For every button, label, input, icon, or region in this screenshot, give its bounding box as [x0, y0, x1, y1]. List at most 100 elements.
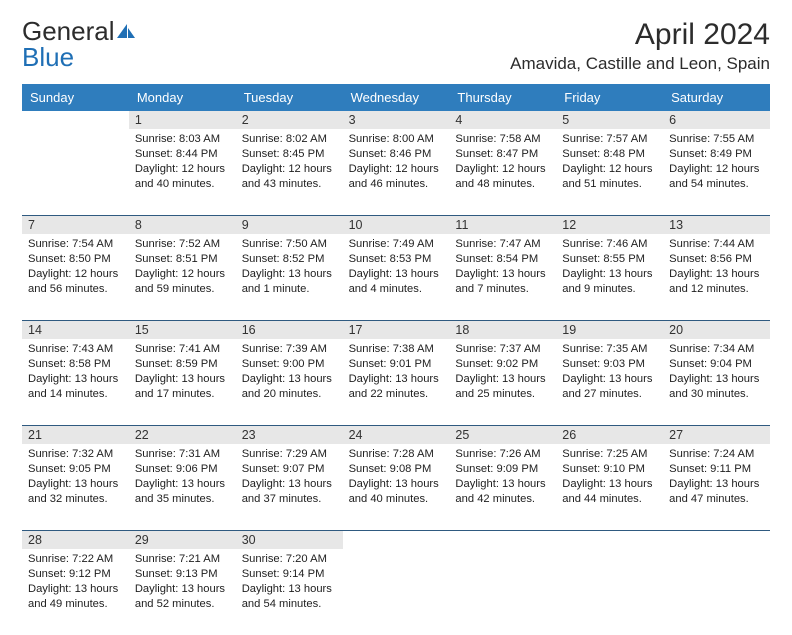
sunrise-line: Sunrise: 7:46 AM — [562, 237, 657, 252]
brand-text: General Blue — [22, 18, 137, 70]
day-number — [449, 531, 556, 549]
day-number: 24 — [343, 426, 450, 444]
sunrise-line: Sunrise: 7:21 AM — [135, 552, 230, 567]
day-cell: Sunrise: 7:39 AMSunset: 9:00 PMDaylight:… — [236, 339, 343, 425]
sunrise-line: Sunrise: 7:29 AM — [242, 447, 337, 462]
day-number-row: 282930 — [22, 531, 770, 549]
day-number: 13 — [663, 216, 770, 234]
day-info: Sunrise: 7:24 AMSunset: 9:11 PMDaylight:… — [669, 447, 764, 507]
dl2-line: and 48 minutes. — [455, 177, 550, 192]
day-number: 30 — [236, 531, 343, 549]
sunset-line: Sunset: 9:13 PM — [135, 567, 230, 582]
sunset-line: Sunset: 9:11 PM — [669, 462, 764, 477]
day-info: Sunrise: 7:58 AMSunset: 8:47 PMDaylight:… — [455, 132, 550, 192]
day-number — [556, 531, 663, 549]
sunrise-line: Sunrise: 7:37 AM — [455, 342, 550, 357]
day-info: Sunrise: 8:00 AMSunset: 8:46 PMDaylight:… — [349, 132, 444, 192]
week-row: Sunrise: 7:32 AMSunset: 9:05 PMDaylight:… — [22, 444, 770, 531]
day-info: Sunrise: 7:20 AMSunset: 9:14 PMDaylight:… — [242, 552, 337, 612]
day-number: 1 — [129, 111, 236, 129]
sunrise-line: Sunrise: 7:44 AM — [669, 237, 764, 252]
day-cell — [663, 549, 770, 635]
day-number: 23 — [236, 426, 343, 444]
day-cell: Sunrise: 7:57 AMSunset: 8:48 PMDaylight:… — [556, 129, 663, 215]
day-cell: Sunrise: 7:54 AMSunset: 8:50 PMDaylight:… — [22, 234, 129, 320]
dl2-line: and 25 minutes. — [455, 387, 550, 402]
dl1-line: Daylight: 13 hours — [135, 582, 230, 597]
day-cell: Sunrise: 7:50 AMSunset: 8:52 PMDaylight:… — [236, 234, 343, 320]
day-number — [343, 531, 450, 549]
sunset-line: Sunset: 8:47 PM — [455, 147, 550, 162]
day-info: Sunrise: 7:54 AMSunset: 8:50 PMDaylight:… — [28, 237, 123, 297]
day-number: 18 — [449, 321, 556, 339]
dl1-line: Daylight: 13 hours — [669, 477, 764, 492]
day-info: Sunrise: 8:03 AMSunset: 8:44 PMDaylight:… — [135, 132, 230, 192]
sunrise-line: Sunrise: 7:58 AM — [455, 132, 550, 147]
day-info: Sunrise: 7:22 AMSunset: 9:12 PMDaylight:… — [28, 552, 123, 612]
dl2-line: and 52 minutes. — [135, 597, 230, 612]
sunset-line: Sunset: 8:45 PM — [242, 147, 337, 162]
day-info: Sunrise: 7:37 AMSunset: 9:02 PMDaylight:… — [455, 342, 550, 402]
day-cell: Sunrise: 7:58 AMSunset: 8:47 PMDaylight:… — [449, 129, 556, 215]
weekday-header: Wednesday — [343, 84, 450, 111]
day-info: Sunrise: 7:55 AMSunset: 8:49 PMDaylight:… — [669, 132, 764, 192]
day-cell: Sunrise: 7:55 AMSunset: 8:49 PMDaylight:… — [663, 129, 770, 215]
day-number: 2 — [236, 111, 343, 129]
sail-icon — [115, 22, 137, 40]
sunrise-line: Sunrise: 7:20 AM — [242, 552, 337, 567]
sunset-line: Sunset: 9:00 PM — [242, 357, 337, 372]
dl2-line: and 12 minutes. — [669, 282, 764, 297]
day-number: 10 — [343, 216, 450, 234]
day-info: Sunrise: 7:21 AMSunset: 9:13 PMDaylight:… — [135, 552, 230, 612]
day-number: 25 — [449, 426, 556, 444]
day-cell: Sunrise: 8:03 AMSunset: 8:44 PMDaylight:… — [129, 129, 236, 215]
dl2-line: and 42 minutes. — [455, 492, 550, 507]
dl2-line: and 9 minutes. — [562, 282, 657, 297]
dl2-line: and 44 minutes. — [562, 492, 657, 507]
sunset-line: Sunset: 8:50 PM — [28, 252, 123, 267]
day-number-row: 123456 — [22, 111, 770, 129]
day-info: Sunrise: 7:41 AMSunset: 8:59 PMDaylight:… — [135, 342, 230, 402]
sunset-line: Sunset: 8:59 PM — [135, 357, 230, 372]
dl1-line: Daylight: 12 hours — [562, 162, 657, 177]
dl2-line: and 22 minutes. — [349, 387, 444, 402]
dl2-line: and 54 minutes. — [242, 597, 337, 612]
day-info: Sunrise: 7:46 AMSunset: 8:55 PMDaylight:… — [562, 237, 657, 297]
sunset-line: Sunset: 9:09 PM — [455, 462, 550, 477]
header: General Blue April 2024 Amavida, Castill… — [22, 18, 770, 74]
day-info: Sunrise: 7:44 AMSunset: 8:56 PMDaylight:… — [669, 237, 764, 297]
sunrise-line: Sunrise: 7:26 AM — [455, 447, 550, 462]
dl2-line: and 35 minutes. — [135, 492, 230, 507]
sunrise-line: Sunrise: 7:32 AM — [28, 447, 123, 462]
day-number-row: 78910111213 — [22, 216, 770, 234]
day-cell: Sunrise: 7:22 AMSunset: 9:12 PMDaylight:… — [22, 549, 129, 635]
day-info: Sunrise: 7:57 AMSunset: 8:48 PMDaylight:… — [562, 132, 657, 192]
day-cell: Sunrise: 7:38 AMSunset: 9:01 PMDaylight:… — [343, 339, 450, 425]
sunrise-line: Sunrise: 7:41 AM — [135, 342, 230, 357]
day-info: Sunrise: 7:34 AMSunset: 9:04 PMDaylight:… — [669, 342, 764, 402]
day-cell: Sunrise: 8:02 AMSunset: 8:45 PMDaylight:… — [236, 129, 343, 215]
day-number: 16 — [236, 321, 343, 339]
weekday-header: Sunday — [22, 84, 129, 111]
weekday-header: Tuesday — [236, 84, 343, 111]
sunrise-line: Sunrise: 7:34 AM — [669, 342, 764, 357]
sunset-line: Sunset: 8:56 PM — [669, 252, 764, 267]
day-info: Sunrise: 7:50 AMSunset: 8:52 PMDaylight:… — [242, 237, 337, 297]
dl2-line: and 32 minutes. — [28, 492, 123, 507]
day-cell: Sunrise: 7:52 AMSunset: 8:51 PMDaylight:… — [129, 234, 236, 320]
weeks-container: 123456Sunrise: 8:03 AMSunset: 8:44 PMDay… — [22, 111, 770, 635]
sunset-line: Sunset: 8:44 PM — [135, 147, 230, 162]
dl1-line: Daylight: 13 hours — [135, 372, 230, 387]
dl2-line: and 46 minutes. — [349, 177, 444, 192]
day-cell: Sunrise: 7:21 AMSunset: 9:13 PMDaylight:… — [129, 549, 236, 635]
sunrise-line: Sunrise: 8:03 AM — [135, 132, 230, 147]
day-number: 11 — [449, 216, 556, 234]
sunset-line: Sunset: 9:04 PM — [669, 357, 764, 372]
weekday-header: Saturday — [663, 84, 770, 111]
day-cell: Sunrise: 7:47 AMSunset: 8:54 PMDaylight:… — [449, 234, 556, 320]
dl1-line: Daylight: 12 hours — [242, 162, 337, 177]
day-info: Sunrise: 7:38 AMSunset: 9:01 PMDaylight:… — [349, 342, 444, 402]
dl1-line: Daylight: 13 hours — [28, 477, 123, 492]
sunrise-line: Sunrise: 7:39 AM — [242, 342, 337, 357]
sunrise-line: Sunrise: 7:49 AM — [349, 237, 444, 252]
